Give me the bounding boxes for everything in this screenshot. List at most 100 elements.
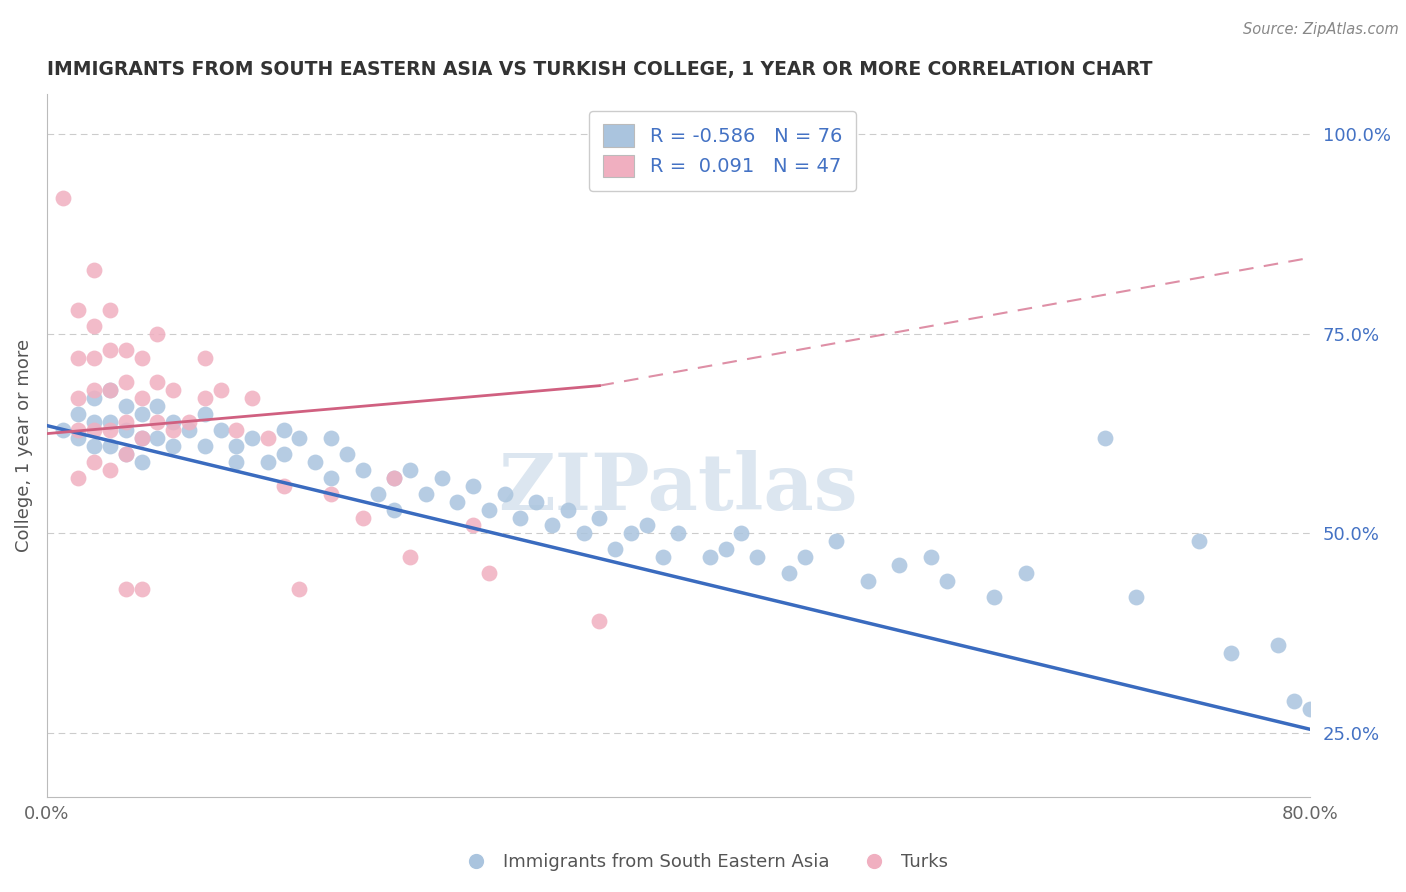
Point	[825, 534, 848, 549]
Legend: Immigrants from South Eastern Asia, Turks: Immigrants from South Eastern Asia, Turk…	[450, 847, 956, 879]
Point	[114, 375, 136, 389]
Point	[114, 423, 136, 437]
Point	[67, 423, 90, 437]
Point	[319, 486, 342, 500]
Point	[856, 574, 879, 589]
Point	[273, 478, 295, 492]
Point	[352, 510, 374, 524]
Point	[382, 470, 405, 484]
Point	[146, 399, 169, 413]
Point	[114, 343, 136, 357]
Point	[319, 470, 342, 484]
Point	[83, 351, 105, 365]
Point	[1219, 646, 1241, 660]
Text: IMMIGRANTS FROM SOUTH EASTERN ASIA VS TURKISH COLLEGE, 1 YEAR OR MORE CORRELATIO: IMMIGRANTS FROM SOUTH EASTERN ASIA VS TU…	[46, 60, 1153, 78]
Point	[778, 566, 800, 581]
Point	[209, 423, 232, 437]
Point	[430, 470, 453, 484]
Point	[605, 542, 627, 557]
Point	[83, 383, 105, 397]
Point	[225, 454, 247, 468]
Point	[557, 502, 579, 516]
Point	[98, 423, 121, 437]
Point	[446, 494, 468, 508]
Point	[288, 582, 311, 597]
Point	[83, 454, 105, 468]
Point	[114, 399, 136, 413]
Point	[225, 423, 247, 437]
Point	[382, 502, 405, 516]
Point	[1299, 702, 1322, 716]
Point	[194, 439, 217, 453]
Point	[240, 431, 263, 445]
Point	[747, 550, 769, 565]
Point	[699, 550, 721, 565]
Point	[793, 550, 815, 565]
Point	[541, 518, 564, 533]
Point	[131, 391, 153, 405]
Point	[1094, 431, 1116, 445]
Point	[162, 423, 184, 437]
Point	[1125, 591, 1147, 605]
Point	[288, 431, 311, 445]
Point	[131, 582, 153, 597]
Point	[52, 423, 75, 437]
Point	[131, 431, 153, 445]
Point	[98, 302, 121, 317]
Point	[415, 486, 437, 500]
Point	[114, 415, 136, 429]
Point	[666, 526, 689, 541]
Point	[651, 550, 673, 565]
Point	[1267, 638, 1289, 652]
Point	[304, 454, 326, 468]
Point	[131, 454, 153, 468]
Point	[636, 518, 658, 533]
Point	[194, 351, 217, 365]
Point	[194, 407, 217, 421]
Point	[225, 439, 247, 453]
Point	[177, 415, 200, 429]
Point	[273, 423, 295, 437]
Point	[730, 526, 752, 541]
Point	[98, 462, 121, 476]
Point	[131, 351, 153, 365]
Point	[399, 462, 422, 476]
Point	[240, 391, 263, 405]
Point	[83, 439, 105, 453]
Point	[83, 423, 105, 437]
Point	[352, 462, 374, 476]
Point	[114, 447, 136, 461]
Text: ZIPatlas: ZIPatlas	[499, 450, 858, 525]
Point	[920, 550, 942, 565]
Point	[273, 447, 295, 461]
Point	[98, 415, 121, 429]
Point	[194, 391, 217, 405]
Point	[67, 351, 90, 365]
Point	[98, 383, 121, 397]
Point	[257, 454, 280, 468]
Point	[319, 431, 342, 445]
Text: Source: ZipAtlas.com: Source: ZipAtlas.com	[1243, 22, 1399, 37]
Point	[494, 486, 516, 500]
Point	[1188, 534, 1211, 549]
Point	[209, 383, 232, 397]
Point	[83, 415, 105, 429]
Point	[162, 439, 184, 453]
Point	[336, 447, 359, 461]
Point	[714, 542, 737, 557]
Point	[478, 566, 501, 581]
Legend: R = -0.586   N = 76, R =  0.091   N = 47: R = -0.586 N = 76, R = 0.091 N = 47	[589, 111, 856, 191]
Point	[67, 391, 90, 405]
Point	[67, 302, 90, 317]
Point	[588, 510, 610, 524]
Point	[983, 591, 1005, 605]
Point	[131, 407, 153, 421]
Point	[67, 407, 90, 421]
Point	[162, 415, 184, 429]
Point	[889, 558, 911, 573]
Point	[67, 431, 90, 445]
Point	[98, 383, 121, 397]
Point	[524, 494, 547, 508]
Point	[83, 262, 105, 277]
Y-axis label: College, 1 year or more: College, 1 year or more	[15, 339, 32, 552]
